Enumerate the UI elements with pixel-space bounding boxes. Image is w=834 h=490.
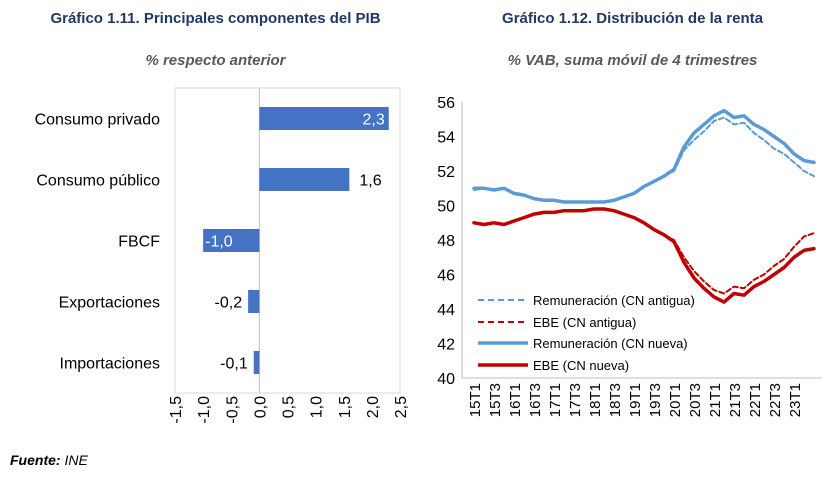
bar-4: [253, 351, 260, 374]
bar-0: [259, 107, 389, 130]
legend-label-0: Remuneración (CN antigua): [533, 293, 695, 308]
bar-value-label-2: -1,0: [205, 234, 233, 251]
line-y-tick-1: 42: [437, 337, 455, 354]
chart2-subtitle: % VAB, suma móvil de 4 trimestres: [507, 52, 758, 69]
source-note: Fuente: INE: [10, 452, 88, 468]
line-y-tick-8: 56: [437, 95, 455, 112]
bar-x-tick-8: 2,5: [393, 396, 410, 418]
source-label: Fuente:: [10, 452, 61, 468]
bar-category-label-3: Exportaciones: [59, 295, 160, 312]
bar-1: [259, 168, 350, 191]
bar-value-label-3: -0,2: [215, 295, 243, 312]
chart1-subtitle: % respecto anterior: [145, 52, 286, 69]
legend-label-2: Remuneración (CN nueva): [533, 336, 688, 351]
line-y-tick-6: 52: [437, 164, 455, 181]
line-y-tick-7: 54: [437, 130, 455, 147]
line-x-tick-3: 16T3: [527, 383, 544, 417]
bar-value-label-4: -0,1: [220, 356, 248, 373]
line-y-tick-3: 46: [437, 268, 455, 285]
line-series-2: [472, 108, 816, 204]
line-x-tick-0: 15T1: [467, 383, 484, 417]
line-x-tick-9: 19T3: [647, 383, 664, 417]
line-x-tick-1: 15T3: [487, 383, 504, 417]
line-y-tick-2: 44: [437, 302, 455, 319]
bar-plot-border: [174, 87, 401, 394]
line-y-tick-5: 50: [437, 199, 455, 216]
bar-x-tick-6: 1,5: [337, 396, 354, 418]
bar-value-label-1: 1,6: [359, 173, 381, 190]
line-x-tick-7: 18T3: [607, 383, 624, 417]
bar-2: [203, 229, 260, 252]
line-x-tick-11: 20T3: [687, 383, 704, 417]
line-x-tick-8: 19T1: [627, 383, 644, 417]
line-x-tick-4: 17T1: [547, 383, 564, 417]
line-x-tick-10: 20T1: [667, 383, 684, 417]
line-x-tick-16: 23T1: [787, 383, 804, 417]
bar-x-tick-3: 0,0: [252, 396, 269, 418]
line-x-tick-5: 17T3: [567, 383, 584, 417]
legend-label-1: EBE (CN antigua): [533, 315, 636, 330]
bar-category-label-1: Consumo público: [36, 173, 160, 190]
chart2-title: Gráfico 1.12. Distribución de la renta: [502, 10, 763, 27]
bar-category-label-2: FBCF: [118, 234, 160, 251]
bar-x-tick-1: -1,0: [196, 396, 213, 424]
line-x-tick-2: 16T1: [507, 383, 524, 417]
line-x-tick-6: 18T1: [587, 383, 604, 417]
line-x-tick-15: 22T3: [767, 383, 784, 417]
bar-3: [248, 290, 260, 313]
bar-x-tick-2: -0,5: [224, 396, 241, 424]
bar-x-tick-7: 2,0: [365, 396, 382, 418]
bar-value-label-0: 2,3: [363, 112, 385, 129]
line-y-tick-0: 40: [437, 371, 455, 388]
line-x-tick-14: 22T1: [747, 383, 764, 417]
chart1-title: Gráfico 1.11. Principales componentes de…: [50, 10, 381, 27]
legend-label-3: EBE (CN nueva): [533, 358, 629, 373]
source-value: INE: [64, 452, 88, 468]
line-y-tick-4: 48: [437, 233, 455, 250]
bar-category-label-0: Consumo privado: [35, 112, 161, 129]
bar-x-tick-0: -1,5: [168, 396, 185, 424]
bar-x-tick-5: 1,0: [309, 396, 326, 418]
line-series-3: [472, 207, 816, 304]
bar-category-label-4: Importaciones: [60, 356, 161, 373]
line-x-tick-12: 21T1: [707, 383, 724, 417]
bar-x-tick-4: 0,5: [281, 396, 298, 418]
line-x-tick-13: 21T3: [727, 383, 744, 417]
